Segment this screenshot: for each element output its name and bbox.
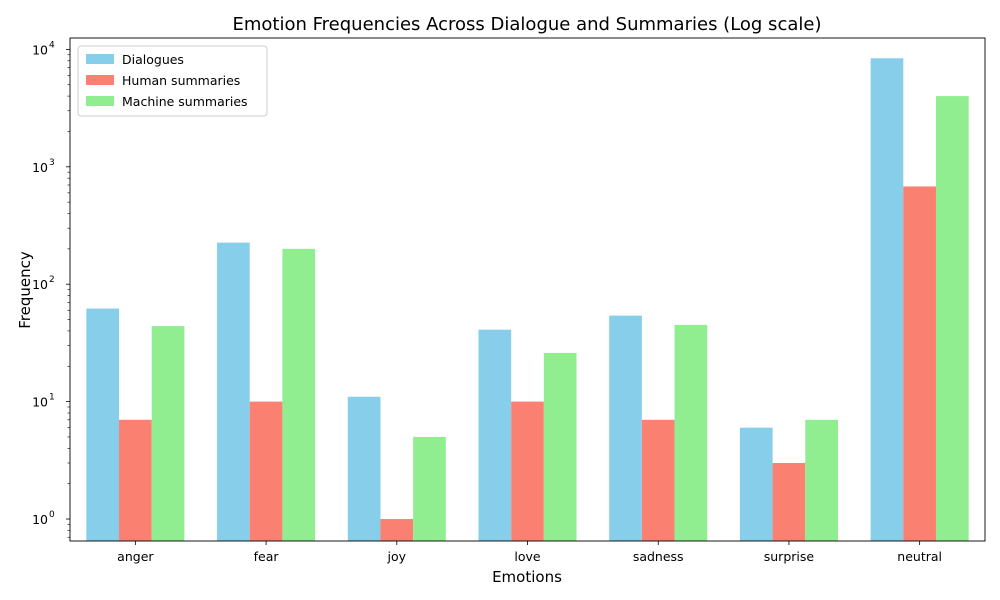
legend-label: Dialogues: [122, 52, 184, 67]
bar-machine-summaries-fear: [282, 248, 316, 542]
legend-swatch-machine-summaries: [86, 96, 114, 106]
x-tick-label-love: love: [514, 549, 541, 564]
legend-label: Human summaries: [122, 73, 240, 88]
bar-human-summaries-fear: [249, 401, 283, 541]
bar-human-summaries-anger: [119, 419, 152, 541]
x-tick-label-sadness: sadness: [633, 549, 684, 564]
bar-machine-summaries-anger: [151, 326, 185, 541]
y-tick-label: 10: [32, 512, 48, 527]
bar-dialogues-sadness: [609, 315, 642, 541]
bar-dialogues-joy: [347, 396, 381, 541]
bar-human-summaries-joy: [380, 519, 414, 541]
bar-machine-summaries-love: [543, 352, 577, 541]
x-tick-label-fear: fear: [254, 549, 280, 564]
bar-dialogues-love: [478, 329, 512, 541]
y-tick-exponent: 2: [49, 275, 55, 285]
legend-swatch-human-summaries: [86, 75, 114, 85]
chart-title: Emotion Frequencies Across Dialogue and …: [233, 14, 822, 35]
x-tick-label-neutral: neutral: [897, 549, 942, 564]
y-tick-exponent: 4: [49, 40, 55, 50]
bar-machine-summaries-joy: [413, 436, 446, 541]
plot-frame: [69, 37, 986, 542]
x-axis-label: Emotions: [492, 568, 562, 586]
bar-human-summaries-love: [511, 401, 544, 541]
y-tick-label: 10: [32, 395, 48, 410]
legend-box: [77, 45, 268, 117]
bar-machine-summaries-surprise: [805, 419, 838, 541]
y-tick-label: 10: [32, 277, 48, 292]
bar-machine-summaries-neutral: [935, 96, 969, 541]
bar-dialogues-surprise: [739, 427, 773, 541]
y-tick-exponent: 3: [49, 158, 55, 168]
y-tick-label: 10: [32, 42, 48, 57]
legend: Dialogues Human summaries Machine summarie…: [77, 45, 268, 117]
bar-human-summaries-sadness: [641, 419, 675, 541]
legend-label: Machine summaries: [122, 94, 248, 109]
bar-dialogues-anger: [86, 308, 120, 541]
bar-human-summaries-surprise: [772, 463, 806, 541]
x-tick-label-anger: anger: [117, 549, 154, 564]
bar-machine-summaries-sadness: [674, 324, 708, 541]
y-axis-label: Frequency: [16, 251, 34, 329]
bar-dialogues-fear: [217, 242, 250, 541]
legend-swatch-dialogues: [86, 54, 114, 64]
x-tick-label-surprise: surprise: [764, 549, 815, 564]
x-tick-label-joy: joy: [387, 549, 407, 564]
y-tick-exponent: 0: [49, 510, 55, 520]
bars-layer: [86, 58, 969, 542]
y-tick-exponent: 1: [49, 393, 55, 403]
bar-human-summaries-neutral: [903, 186, 936, 541]
y-tick-label: 10: [32, 160, 48, 175]
bar-dialogues-neutral: [870, 58, 904, 542]
